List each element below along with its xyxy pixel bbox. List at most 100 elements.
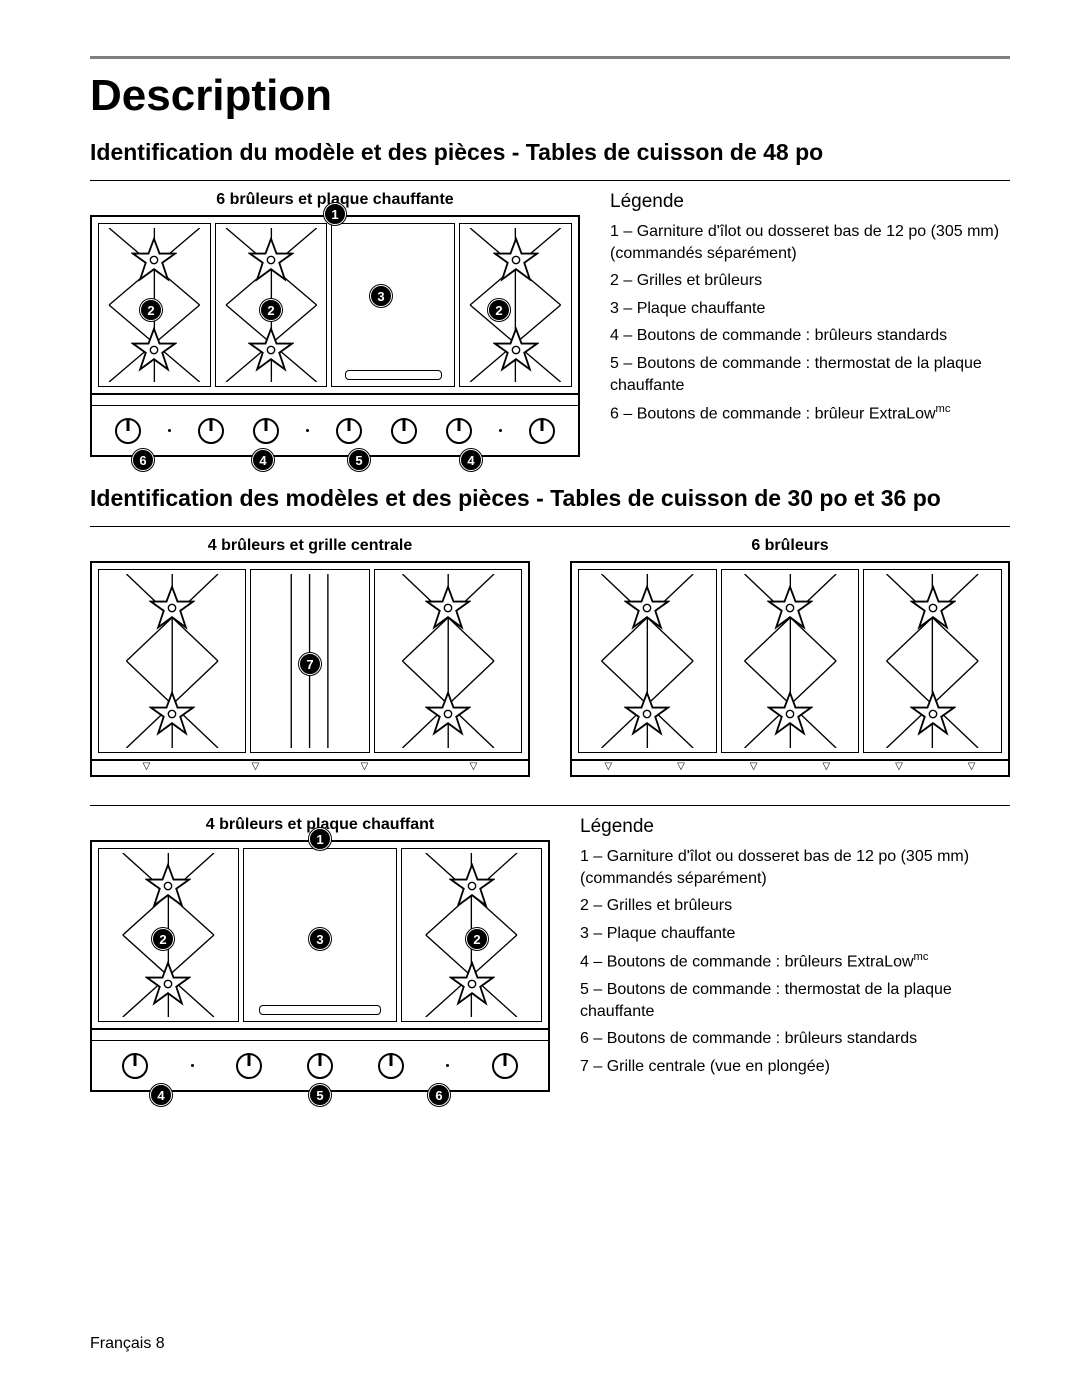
legend-item: 2 – Grilles et brûleurs (580, 895, 1010, 917)
edge-mark: ▽ (677, 761, 685, 772)
burner-icon (149, 585, 195, 631)
edge-mark: ▽ (968, 761, 976, 772)
legend-list-1: 1 – Garniture d'îlot ou dosseret bas de … (610, 221, 1010, 425)
knob-icon (389, 416, 419, 446)
section1-legend-col: Légende 1 – Garniture d'îlot ou dosseret… (610, 191, 1010, 457)
section2-right-title: 6 brûleurs (570, 537, 1010, 555)
burner-icon (767, 585, 813, 631)
grate-cell (863, 569, 1002, 753)
indicator-dot (499, 429, 502, 432)
burner-icon (493, 327, 539, 373)
burner-icon (131, 237, 177, 283)
burner-icon (248, 327, 294, 373)
legend-item: 7 – Grille centrale (vue en plongée) (580, 1056, 1010, 1078)
burner-icon (145, 863, 191, 909)
section2-row: 4 brûleurs et grille centrale ▽ (90, 537, 1010, 777)
legend-item: 3 – Plaque chauffante (580, 923, 1010, 945)
cooktop-48: 1 2 2 3 2 6 4 5 4 (90, 215, 580, 457)
callout: 3 (309, 928, 331, 950)
callout: 2 (152, 928, 174, 950)
edge-mark: ▽ (604, 761, 612, 772)
section3-row: 4 brûleurs et plaque chauffant (90, 816, 1010, 1092)
legend-item-text: 6 – Boutons de commande : brûleur ExtraL… (610, 405, 936, 422)
knob-icon (376, 1051, 406, 1081)
burner-icon (425, 691, 471, 737)
knob-icon (120, 1051, 150, 1081)
legend-item: 2 – Grilles et brûleurs (610, 270, 1010, 292)
control-panel-48 (90, 405, 580, 457)
burner-icon (910, 585, 956, 631)
burner-icon (145, 961, 191, 1007)
indicator-dot (168, 429, 171, 432)
burner-icon (131, 327, 177, 373)
burner-icon (425, 585, 471, 631)
callout: 4 (460, 449, 482, 471)
burner-icon (624, 585, 670, 631)
burner-icon (493, 237, 539, 283)
section1-diagram-col: 6 brûleurs et plaque chauffante (90, 191, 580, 457)
edge-mark: ▽ (822, 761, 830, 772)
edge-mark: ▽ (895, 761, 903, 772)
burner-icon (449, 961, 495, 1007)
callout: 1 (324, 203, 346, 225)
callout: 1 (309, 828, 331, 850)
cooktop-36g: 1 2 3 2 4 5 6 (90, 840, 550, 1092)
front-edge: ▽ ▽ ▽ ▽ (90, 761, 530, 777)
section1-heading: Identification du modèle et des pièces -… (90, 139, 1010, 166)
section1-row: 6 brûleurs et plaque chauffante (90, 191, 1010, 457)
callout: 5 (309, 1084, 331, 1106)
legend-item: 1 – Garniture d'îlot ou dosseret bas de … (610, 221, 1010, 264)
grate-cell (374, 569, 522, 753)
indicator-dot (446, 1064, 449, 1067)
grate-cell (459, 223, 572, 387)
superscript-mc: mc (914, 951, 929, 963)
front-edge: ▽ ▽ ▽ ▽ ▽ ▽ (570, 761, 1010, 777)
knob-icon (113, 416, 143, 446)
legend-title: Légende (580, 816, 1010, 838)
section2-heading: Identification des modèles et des pièces… (90, 485, 1010, 512)
section1-rule (90, 180, 1010, 181)
section2-left-title: 4 brûleurs et grille centrale (90, 537, 530, 555)
edge-mark: ▽ (252, 761, 260, 772)
knob-icon (234, 1051, 264, 1081)
superscript-mc: mc (936, 403, 951, 415)
indicator-dot (306, 429, 309, 432)
knob-icon (444, 416, 474, 446)
callout: 2 (488, 299, 510, 321)
knob-icon (334, 416, 364, 446)
gap-strip (90, 395, 580, 405)
legend-item-text: 4 – Boutons de commande : brûleurs Extra… (580, 954, 914, 971)
grate-cell (578, 569, 717, 753)
callout: 4 (150, 1084, 172, 1106)
page-footer: Français 8 (90, 1335, 165, 1353)
callout: 2 (466, 928, 488, 950)
top-rule (90, 56, 1010, 59)
gap-strip (90, 1030, 550, 1040)
legend-item: 6 – Boutons de commande : brûleur ExtraL… (610, 402, 1010, 425)
callout: 6 (132, 449, 154, 471)
knob-icon (527, 416, 557, 446)
griddle-cell (331, 223, 455, 387)
section2-rule (90, 526, 1010, 527)
callout: 7 (299, 653, 321, 675)
grate-cell (721, 569, 860, 753)
edge-mark: ▽ (470, 761, 478, 772)
callout: 2 (140, 299, 162, 321)
knob-icon (305, 1051, 335, 1081)
callout: 3 (370, 285, 392, 307)
callout: 6 (428, 1084, 450, 1106)
grate-cell (98, 569, 246, 753)
page-title: Description (90, 71, 1010, 121)
burner-icon (449, 863, 495, 909)
knob-icon (251, 416, 281, 446)
burner-icon (149, 691, 195, 737)
section2-right: 6 brûleurs ▽ (570, 537, 1010, 777)
callout: 4 (252, 449, 274, 471)
griddle-handle (345, 370, 442, 380)
callout: 5 (348, 449, 370, 471)
legend-list-3: 1 – Garniture d'îlot ou dosseret bas de … (580, 846, 1010, 1078)
edge-mark: ▽ (750, 761, 758, 772)
section3-rule (90, 805, 1010, 806)
indicator-dot (191, 1064, 194, 1067)
burner-icon (767, 691, 813, 737)
